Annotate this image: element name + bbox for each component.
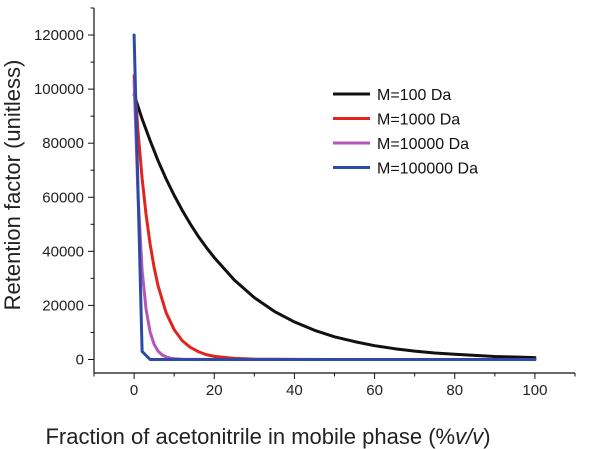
x-tick-label: 60 [366, 382, 383, 399]
y-tick-label: 80000 [42, 135, 84, 152]
x-tick-label: 40 [286, 382, 303, 399]
y-tick-label: 20000 [42, 297, 84, 314]
x-tick-label: 20 [206, 382, 223, 399]
legend-label-3: M=10000 Da [377, 136, 469, 153]
axes: 0 20 40 60 80 100 0 20000 40000 60000 80000 100000 1… [34, 7, 576, 399]
y-tick-label: 0 [76, 351, 84, 368]
legend: M=100 Da M=1000 Da M=10000 Da M=100000 Da [333, 87, 478, 178]
x-tick-label: 80 [446, 382, 463, 399]
y-axis-title: Retention factor (unitless) [0, 60, 25, 311]
x-axis-title: Fraction of acetonitrile in mobile phase… [45, 424, 490, 449]
x-tick-label: 0 [130, 382, 138, 399]
series-line-3 [132, 79, 537, 361]
x-axis-title-italic: v/v [455, 424, 485, 449]
series-line-1 [132, 93, 537, 360]
plot-area [132, 33, 537, 361]
x-axis-title-prefix: Fraction of acetonitrile in mobile phase… [45, 424, 455, 449]
y-tick-label: 60000 [42, 189, 84, 206]
series-line-4 [132, 33, 537, 361]
y-tick-label: 40000 [42, 243, 84, 260]
x-axis-title-suffix: ) [483, 424, 490, 449]
legend-label-1: M=100 Da [377, 87, 451, 104]
y-tick-label: 120000 [34, 27, 84, 44]
x-tick-label: 100 [522, 382, 547, 399]
y-tick-label: 100000 [34, 81, 84, 98]
legend-label-4: M=100000 Da [377, 161, 478, 178]
legend-label-2: M=1000 Da [377, 112, 460, 129]
